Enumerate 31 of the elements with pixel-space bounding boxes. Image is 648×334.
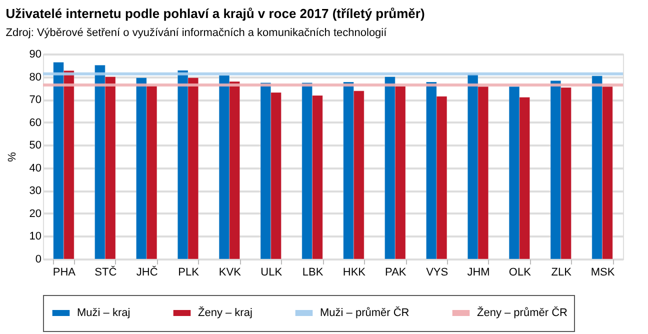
x-tick-label: HKK (342, 266, 366, 278)
y-tick-label: 0 (35, 254, 42, 266)
y-tick-label: 70 (29, 94, 42, 106)
x-tick-label: ULK (260, 266, 283, 278)
y-tick-label: 40 (29, 162, 42, 174)
y-tick-label: 20 (29, 208, 42, 220)
legend-label: Muži – průměr ČR (320, 306, 410, 319)
y-tick-label: 90 (29, 48, 42, 60)
x-tick-label: PHA (52, 266, 76, 278)
y-tick-label: 50 (29, 140, 42, 152)
legend-label: Muži – kraj (77, 307, 130, 319)
x-tick-label: PLK (178, 266, 200, 278)
y-tick-label: 60 (29, 116, 42, 129)
legend-label: Ženy – kraj (198, 306, 252, 319)
x-tick-label: OLK (508, 266, 532, 278)
y-tick-label: 10 (29, 230, 42, 243)
x-tick-label: MSK (590, 266, 616, 278)
x-tick-label: KVK (218, 266, 242, 278)
y-tick-label: 30 (29, 185, 42, 198)
x-tick-label: STČ (94, 266, 117, 278)
x-tick-label: VYS (426, 266, 448, 278)
x-tick-label: JHM (467, 266, 490, 278)
chart-subtitle: Zdroj: Výběrové šetření o využívání informačních a komunikačních technologií (6, 27, 388, 39)
x-tick-label: PAK (385, 266, 407, 278)
x-tick-label: LBK (302, 266, 324, 278)
x-tick-label: ZLK (551, 266, 572, 278)
legend-label: Ženy – průměr ČR (477, 306, 568, 319)
y-tick-label: 80 (29, 71, 42, 84)
chart-title: Uživatelé internetu podle pohlaví a krajů v roce 2017 (tříletý průměr) (6, 6, 425, 21)
x-tick-label: JHČ (136, 266, 158, 278)
y-axis-title: % (6, 152, 18, 162)
